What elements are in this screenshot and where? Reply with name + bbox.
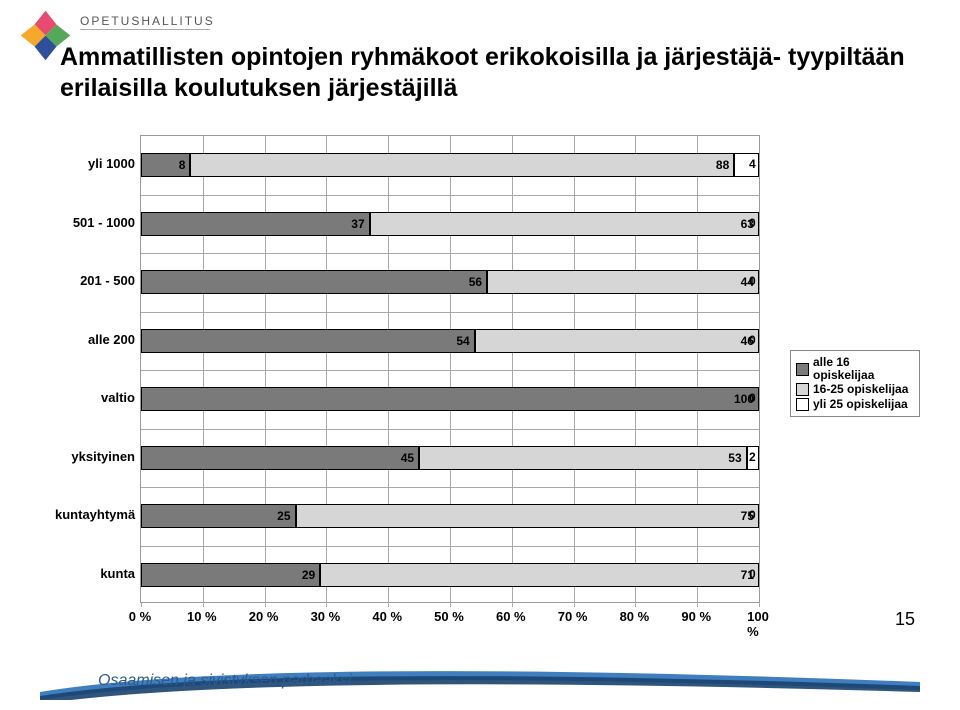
bar-segment: 44: [487, 270, 759, 294]
row-sep: [141, 546, 759, 547]
row-sep: [141, 429, 759, 430]
legend-swatch: [796, 383, 809, 396]
bar-row: 56 44: [141, 270, 759, 294]
bar-segment: 54: [141, 329, 475, 353]
legend-label: alle 16 opiskelijaa: [813, 356, 914, 382]
bar-segment: 53: [419, 446, 747, 470]
gridline: [450, 136, 451, 602]
category-label: alle 200: [55, 332, 135, 347]
x-axis-tick-label: 40 %: [372, 609, 402, 624]
bar-row: 25 75: [141, 504, 759, 528]
category-label: kuntayhtymä: [55, 507, 135, 522]
plot-area: 88843763056440544601000455322575029710: [140, 135, 760, 603]
legend-swatch: [796, 398, 809, 411]
brand-name: OPETUSHALLITUS: [80, 14, 215, 28]
page-number: 15: [895, 609, 915, 630]
row-sep: [141, 370, 759, 371]
bar-segment-value: 56: [469, 275, 482, 289]
row-end-value: 0: [749, 508, 756, 522]
bar-segment: 75: [296, 504, 760, 528]
bar-segment: 8: [141, 153, 190, 177]
bar-row: 45 53: [141, 446, 759, 470]
gridline: [388, 136, 389, 602]
category-label: 501 - 1000: [55, 215, 135, 230]
legend-swatch: [796, 363, 809, 376]
row-sep: [141, 312, 759, 313]
row-end-value: 0: [749, 567, 756, 581]
x-axis-labels: 0 %10 %20 %30 %40 %50 %60 %70 %80 %90 %1…: [140, 607, 760, 627]
bar-segment-value: 45: [401, 451, 414, 465]
x-axis-tick-label: 20 %: [249, 609, 279, 624]
gridline: [265, 136, 266, 602]
row-sep: [141, 253, 759, 254]
bar-row: 888: [141, 153, 759, 177]
bar-segment: 100: [141, 387, 759, 411]
chart: 88843763056440544601000455322575029710 y…: [50, 125, 925, 625]
bar-segment-value: 37: [351, 217, 364, 231]
bar-segment: 71: [320, 563, 759, 587]
x-axis-tick-label: 90 %: [681, 609, 711, 624]
bar-segment: 45: [141, 446, 419, 470]
x-axis-tick-label: 30 %: [311, 609, 341, 624]
x-axis-tick-label: 70 %: [558, 609, 588, 624]
gridline: [697, 136, 698, 602]
legend: alle 16 opiskelijaa16-25 opiskelijaa yli …: [790, 350, 920, 417]
legend-label: yli 25 opiskelijaa: [813, 398, 908, 411]
gridline: [512, 136, 513, 602]
row-end-value: 0: [749, 333, 756, 347]
gridline: [635, 136, 636, 602]
bar-row: 54 46: [141, 329, 759, 353]
gridline: [574, 136, 575, 602]
bar-segment-value: 29: [302, 568, 315, 582]
category-label: yli 1000: [55, 156, 135, 171]
x-axis-tick-label: 10 %: [187, 609, 217, 624]
x-axis-tick-label: 0 %: [129, 609, 151, 624]
brand-underline: [80, 29, 210, 30]
bar-segment-value: 54: [456, 334, 469, 348]
category-label: kunta: [55, 566, 135, 581]
row-end-value: 4: [749, 157, 756, 171]
y-axis-labels: yli 1000 501 - 1000 201 - 500 alle 200 valti…: [50, 135, 135, 603]
bar-segment-value: 25: [277, 509, 290, 523]
row-sep: [141, 195, 759, 196]
page-title: Ammatillisten opintojen ryhmäkoot erikok…: [60, 42, 920, 105]
legend-item: yli 25 opiskelijaa: [796, 398, 914, 411]
row-end-value: 0: [749, 216, 756, 230]
bar-segment: 29: [141, 563, 320, 587]
category-label: yksityinen: [55, 449, 135, 464]
bar-segment-value: 53: [728, 451, 741, 465]
footer: Osaamisen ja sivistyksen parhaaksi: [40, 660, 920, 700]
gridline: [203, 136, 204, 602]
legend-label: 16-25 opiskelijaa: [813, 383, 908, 396]
bar-segment-value: 88: [716, 158, 729, 172]
row-sep: [141, 487, 759, 488]
bar-row: 37 63: [141, 212, 759, 236]
bar-segment: 56: [141, 270, 487, 294]
x-axis-tick-label: 80 %: [620, 609, 650, 624]
legend-item: alle 16 opiskelijaa: [796, 356, 914, 382]
bar-row: 100: [141, 387, 759, 411]
x-axis-tick-label: 100 %: [747, 609, 769, 639]
row-end-value: 2: [749, 450, 756, 464]
x-axis-tick-label: 60 %: [496, 609, 526, 624]
bar-segment: 88: [190, 153, 734, 177]
legend-item: 16-25 opiskelijaa: [796, 383, 914, 396]
category-label: valtio: [55, 390, 135, 405]
row-end-value: 0: [749, 391, 756, 405]
gridline: [326, 136, 327, 602]
footer-slogan: Osaamisen ja sivistyksen parhaaksi: [98, 672, 351, 690]
bar-segment: 46: [475, 329, 759, 353]
category-label: 201 - 500: [55, 273, 135, 288]
bar-row: 29 71: [141, 563, 759, 587]
bar-segment: 25: [141, 504, 296, 528]
bar-segment: 63: [370, 212, 759, 236]
row-end-value: 0: [749, 274, 756, 288]
bar-segment: 37: [141, 212, 370, 236]
bar-segment-value: 8: [179, 158, 186, 172]
x-axis-tick-label: 50 %: [434, 609, 464, 624]
